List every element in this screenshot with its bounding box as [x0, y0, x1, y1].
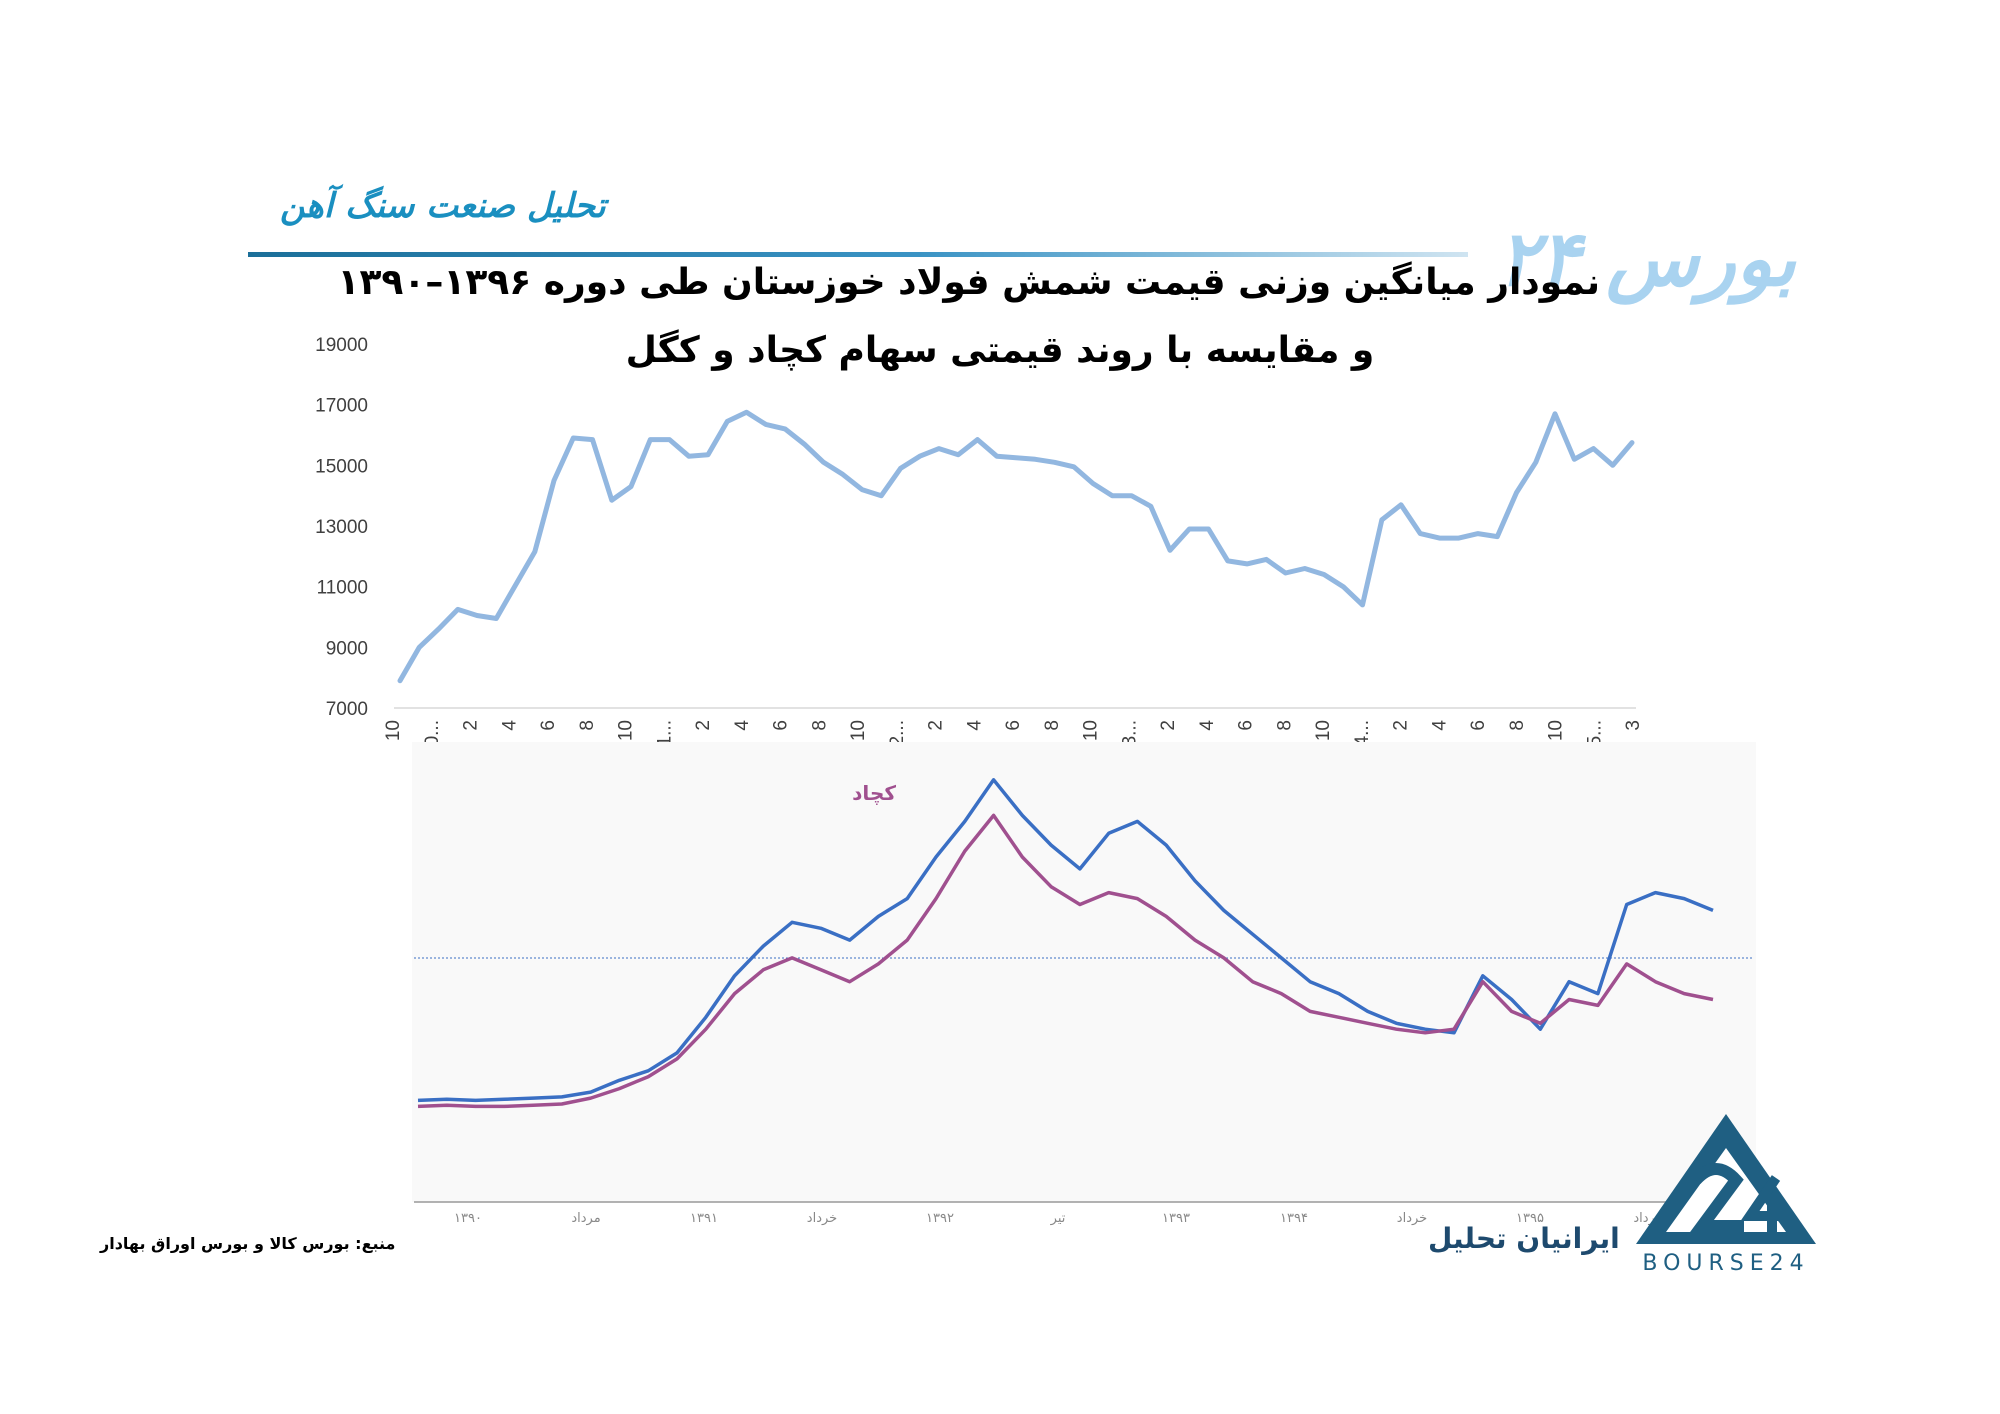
x-tick-label: 6	[1003, 720, 1024, 731]
x-tick-label: 4	[964, 720, 985, 731]
logo-four-glyph	[1740, 1175, 1786, 1238]
steel-price-chart: 700090001100013000150001700019000101390.…	[315, 335, 1644, 778]
x-tick-label: 2	[461, 720, 482, 731]
x-tick-label: 2	[926, 720, 947, 731]
series-line-steel-price	[397, 409, 1635, 684]
bourse24-logo: BOURSE24	[1636, 1114, 1816, 1276]
source-note: منبع: بورس کالا و بورس اوراق بهادار	[100, 1234, 396, 1253]
x-tick-label: 6	[1236, 720, 1257, 731]
x-tick-label: ۱۳۹۵	[1516, 1211, 1544, 1226]
y-tick-label: 7000	[326, 699, 368, 720]
y-tick-label: 13000	[315, 517, 368, 538]
logo-two-glyph	[1690, 1163, 1744, 1232]
y-tick-label: 19000	[315, 335, 368, 356]
x-tick-label: مرداد	[571, 1211, 600, 1226]
x-tick-label: 4	[1197, 720, 1218, 731]
x-tick-label: 2	[693, 720, 714, 731]
x-tick-label: 8	[1507, 720, 1528, 731]
x-tick-label: 10	[383, 720, 404, 741]
logo-text: BOURSE24	[1642, 1251, 1809, 1276]
series-label-kechad: کچاد	[852, 781, 896, 806]
x-tick-label: 4	[732, 720, 753, 731]
stock-comparison-chart: ۱۳۹۰ مرداد ۱۳۹۱ خرداد ۱۳۹۲ تیر ۱۳۹۳ ۱۳۹۴ خرداد ۱۳…	[412, 742, 1756, 1226]
x-tick-label: تیر	[1050, 1211, 1066, 1226]
x-tick-label: 8	[1274, 720, 1295, 731]
y-tick-label: 11000	[317, 578, 368, 599]
x-tick-label: 8	[1042, 720, 1063, 731]
chart-title: نمودار میانگین وزنی قیمت شمش فولاد خوزست…	[337, 262, 1600, 303]
series-line-kechad	[417, 813, 1714, 1109]
y-tick-label: 9000	[326, 638, 368, 659]
credit-name: ایرانیان تحلیل	[1428, 1222, 1620, 1255]
x-tick-label: 10	[1081, 720, 1102, 741]
series-line-kegol	[417, 778, 1714, 1103]
x-tick-label: 6	[538, 720, 559, 731]
y-tick-label: 17000	[315, 396, 368, 417]
x-tick-label: 8	[809, 720, 830, 731]
report-title: تحلیل صنعت سنگ آهن	[280, 186, 607, 226]
x-tick-label: 10	[1313, 720, 1334, 741]
x-tick-label: 10	[848, 720, 869, 741]
bourse24-brand-logo: بورس ۲۴	[1498, 214, 1796, 303]
chart-subtitle: و مقایسه با روند قیمتی سهام کچاد و کگل	[625, 330, 1375, 371]
y-tick-label: 15000	[315, 456, 368, 477]
x-tick-label: خرداد	[807, 1211, 837, 1226]
x-tick-label: ۱۳۹۱	[690, 1211, 718, 1226]
x-tick-label: خرداد	[1397, 1211, 1427, 1226]
x-tick-label: 10	[1546, 720, 1567, 741]
x-tick-label: 8	[577, 720, 598, 731]
x-tick-label: ۱۳۹۰	[454, 1211, 482, 1226]
plot-background	[412, 742, 1756, 1202]
x-tick-label: 6	[771, 720, 792, 731]
x-tick-label: ۱۳۹۳	[1162, 1211, 1190, 1226]
x-tick-label: 2	[1391, 720, 1412, 731]
x-tick-label: 2	[1158, 720, 1179, 731]
x-tick-label: 10	[616, 720, 637, 741]
x-tick-label: 6	[1468, 720, 1489, 731]
x-tick-label: 4	[499, 720, 520, 731]
x-tick-label: 4	[1429, 720, 1450, 731]
x-tick-label: 3	[1623, 720, 1644, 731]
x-tick-label: ۱۳۹۴	[1280, 1211, 1308, 1226]
x-tick-label: ۱۳۹۲	[926, 1211, 954, 1226]
header-rule	[248, 252, 1468, 257]
